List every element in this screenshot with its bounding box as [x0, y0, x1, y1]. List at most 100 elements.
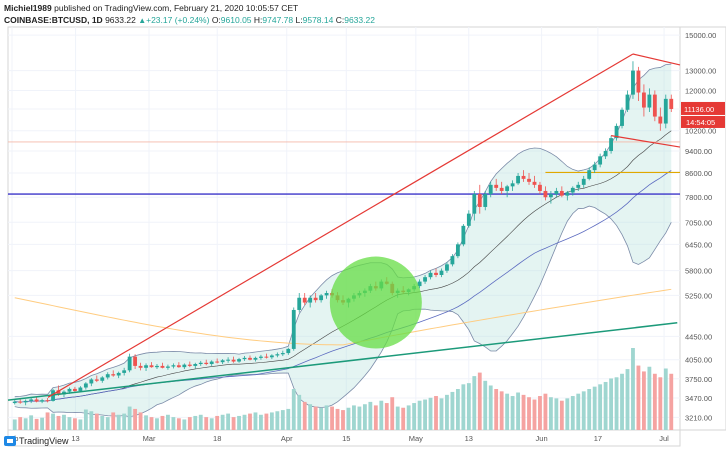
- volume-bar: [67, 417, 72, 430]
- change-arrow-icon: ▲: [138, 16, 147, 25]
- candle-body: [291, 309, 296, 349]
- volume-bar: [384, 403, 389, 430]
- candle-body: [663, 98, 668, 124]
- candle-body: [570, 187, 575, 193]
- candle-body: [204, 362, 209, 365]
- volume-bar: [401, 407, 406, 430]
- candle-body: [417, 281, 422, 287]
- volume-bar: [620, 373, 624, 430]
- symbol-label[interactable]: COINBASE:BTCUSD, 1D: [4, 15, 103, 25]
- candle-body: [155, 365, 159, 368]
- candle-body: [423, 277, 427, 282]
- volume-bar: [105, 417, 110, 430]
- candle-body: [40, 400, 45, 402]
- y-tick-label: 3210.00: [685, 413, 712, 422]
- volume-bar: [138, 412, 143, 430]
- volume-bar: [319, 407, 324, 430]
- last-price-tag: [681, 101, 725, 115]
- candle-body: [23, 400, 28, 403]
- volume-bar: [116, 414, 121, 430]
- candle-body: [127, 356, 132, 371]
- volume-bar: [215, 415, 220, 430]
- volume-bar: [187, 417, 192, 430]
- volume-bar: [269, 412, 274, 430]
- candle-body: [565, 192, 570, 196]
- candle-body: [275, 354, 280, 356]
- volume-bar: [516, 392, 520, 430]
- volume-bar: [209, 418, 214, 430]
- candle-body: [242, 357, 247, 360]
- volume-bar: [23, 418, 28, 430]
- moving-average-line: [14, 170, 672, 403]
- candle-body: [505, 186, 510, 191]
- candle-body: [176, 365, 181, 368]
- author-name[interactable]: Michiel1989: [4, 3, 52, 13]
- volume-bar: [193, 415, 198, 430]
- candle-body: [532, 181, 537, 185]
- high-label: H:: [253, 15, 263, 25]
- candle-body: [439, 270, 444, 275]
- volume-bar: [133, 408, 138, 430]
- candle-body: [483, 194, 488, 207]
- publish-info: Michiel1989 published on TradingView.com…: [4, 3, 298, 13]
- volume-bar: [291, 389, 296, 430]
- candle-body: [73, 388, 77, 391]
- volume-bar: [538, 396, 542, 430]
- candle-body: [100, 377, 105, 381]
- candle-body: [510, 183, 515, 187]
- candle-body: [625, 94, 630, 110]
- volume-bar: [45, 412, 50, 430]
- candle-body: [603, 150, 608, 157]
- candle-body: [620, 109, 624, 126]
- volume-bar: [379, 400, 384, 430]
- candle-body: [144, 365, 148, 368]
- candle-body: [171, 365, 176, 367]
- volume-bar: [160, 415, 165, 430]
- candle-body: [116, 372, 121, 376]
- volume-bar: [521, 394, 526, 430]
- candle-body: [324, 293, 329, 296]
- last-price-label: 11136.00: [684, 105, 714, 114]
- volume-bar: [532, 399, 537, 430]
- volume-bar: [631, 348, 635, 430]
- x-tick-label: Apr: [281, 434, 293, 443]
- volume-bar: [669, 373, 674, 430]
- close-label: C:: [335, 15, 345, 25]
- volume-bar: [362, 404, 367, 430]
- candle-body: [669, 98, 674, 109]
- candle-body: [559, 190, 564, 196]
- plot-area: [7, 26, 681, 431]
- volume-bar: [527, 397, 531, 430]
- candle-body: [215, 361, 220, 363]
- volume-bar: [171, 417, 176, 430]
- volume-bar: [373, 405, 378, 430]
- candle-body: [29, 399, 34, 401]
- x-tick-label: 13: [71, 434, 79, 443]
- volume-bar: [390, 397, 395, 430]
- volume-bar: [647, 366, 652, 430]
- volume-bar: [40, 417, 45, 430]
- candle-body: [45, 400, 50, 402]
- symbol-info: COINBASE:BTCUSD, 1D 9633.22 ▲+23.17 (+0.…: [4, 15, 375, 25]
- candle-body: [56, 390, 61, 395]
- volume-bar: [450, 391, 455, 430]
- tradingview-footer[interactable]: TradingView: [4, 436, 69, 446]
- volume-bar: [510, 396, 515, 430]
- candle-body: [297, 297, 302, 310]
- volume-bar: [198, 414, 203, 430]
- x-tick-label: May: [409, 434, 423, 443]
- y-tick-label: 5250.00: [685, 291, 712, 300]
- volume-bar: [346, 407, 351, 430]
- candle-body: [554, 190, 559, 195]
- candle-body: [494, 184, 499, 188]
- candle-body: [592, 164, 597, 171]
- y-tick-label: 5800.00: [685, 267, 712, 276]
- candle-body: [264, 356, 269, 358]
- candle-body: [226, 359, 231, 361]
- volume-bar: [100, 415, 105, 430]
- x-tick-label: Mar: [143, 434, 156, 443]
- y-tick-label: 10200.00: [685, 127, 716, 136]
- y-tick-label: 13000.00: [685, 67, 716, 76]
- candle-body: [78, 387, 83, 391]
